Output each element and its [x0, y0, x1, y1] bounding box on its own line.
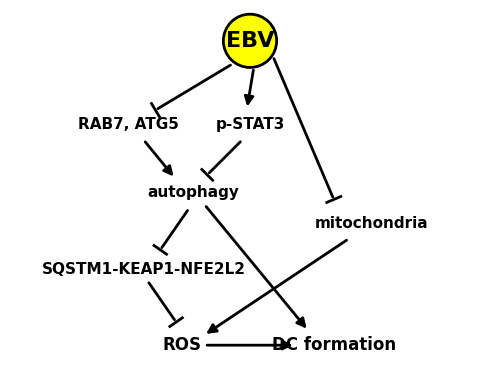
Text: mitochondria: mitochondria [315, 216, 428, 231]
Circle shape [224, 14, 276, 68]
Text: EBV: EBV [226, 31, 274, 51]
Text: SQSTM1-KEAP1-NFE2L2: SQSTM1-KEAP1-NFE2L2 [42, 262, 246, 277]
Text: autophagy: autophagy [147, 186, 239, 200]
Text: p-STAT3: p-STAT3 [216, 117, 284, 132]
Text: ROS: ROS [162, 336, 201, 354]
Text: DC formation: DC formation [272, 336, 396, 354]
Text: RAB7, ATG5: RAB7, ATG5 [78, 117, 178, 132]
